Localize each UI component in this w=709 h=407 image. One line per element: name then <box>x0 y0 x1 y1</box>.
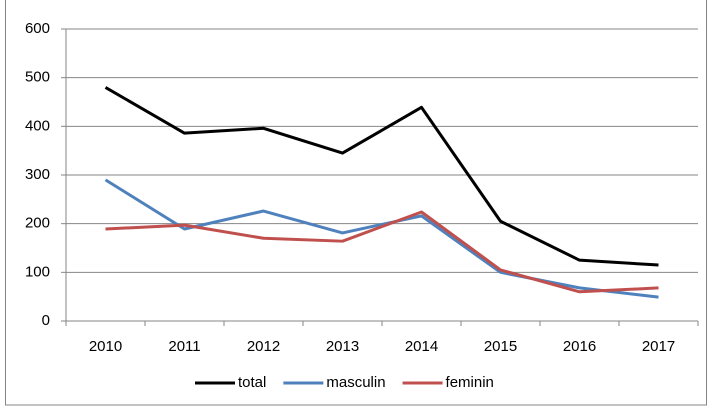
y-tick-label: 300 <box>25 166 50 183</box>
x-tick-label: 2016 <box>563 338 596 355</box>
legend-label: total <box>238 374 266 391</box>
y-tick-label: 200 <box>25 215 50 232</box>
x-tick-label: 2013 <box>326 338 359 355</box>
x-tick-label: 2011 <box>168 338 200 355</box>
x-tick-label: 2010 <box>89 338 122 355</box>
y-tick-label: 500 <box>25 69 50 86</box>
x-tick-label: 2017 <box>642 338 675 355</box>
x-tick-label: 2015 <box>484 338 517 355</box>
legend-label: masculin <box>326 374 385 391</box>
series-line <box>105 210 659 294</box>
chart-border <box>5 0 707 406</box>
x-tick-label: 2012 <box>247 338 280 355</box>
legend-label: feminin <box>446 374 494 391</box>
y-tick-label: 0 <box>42 312 50 329</box>
series-line <box>104 86 659 267</box>
y-tick-label: 600 <box>25 20 50 37</box>
y-tick-label: 400 <box>25 117 50 134</box>
y-tick-label: 100 <box>25 263 50 280</box>
x-tick-label: 2014 <box>405 338 438 355</box>
